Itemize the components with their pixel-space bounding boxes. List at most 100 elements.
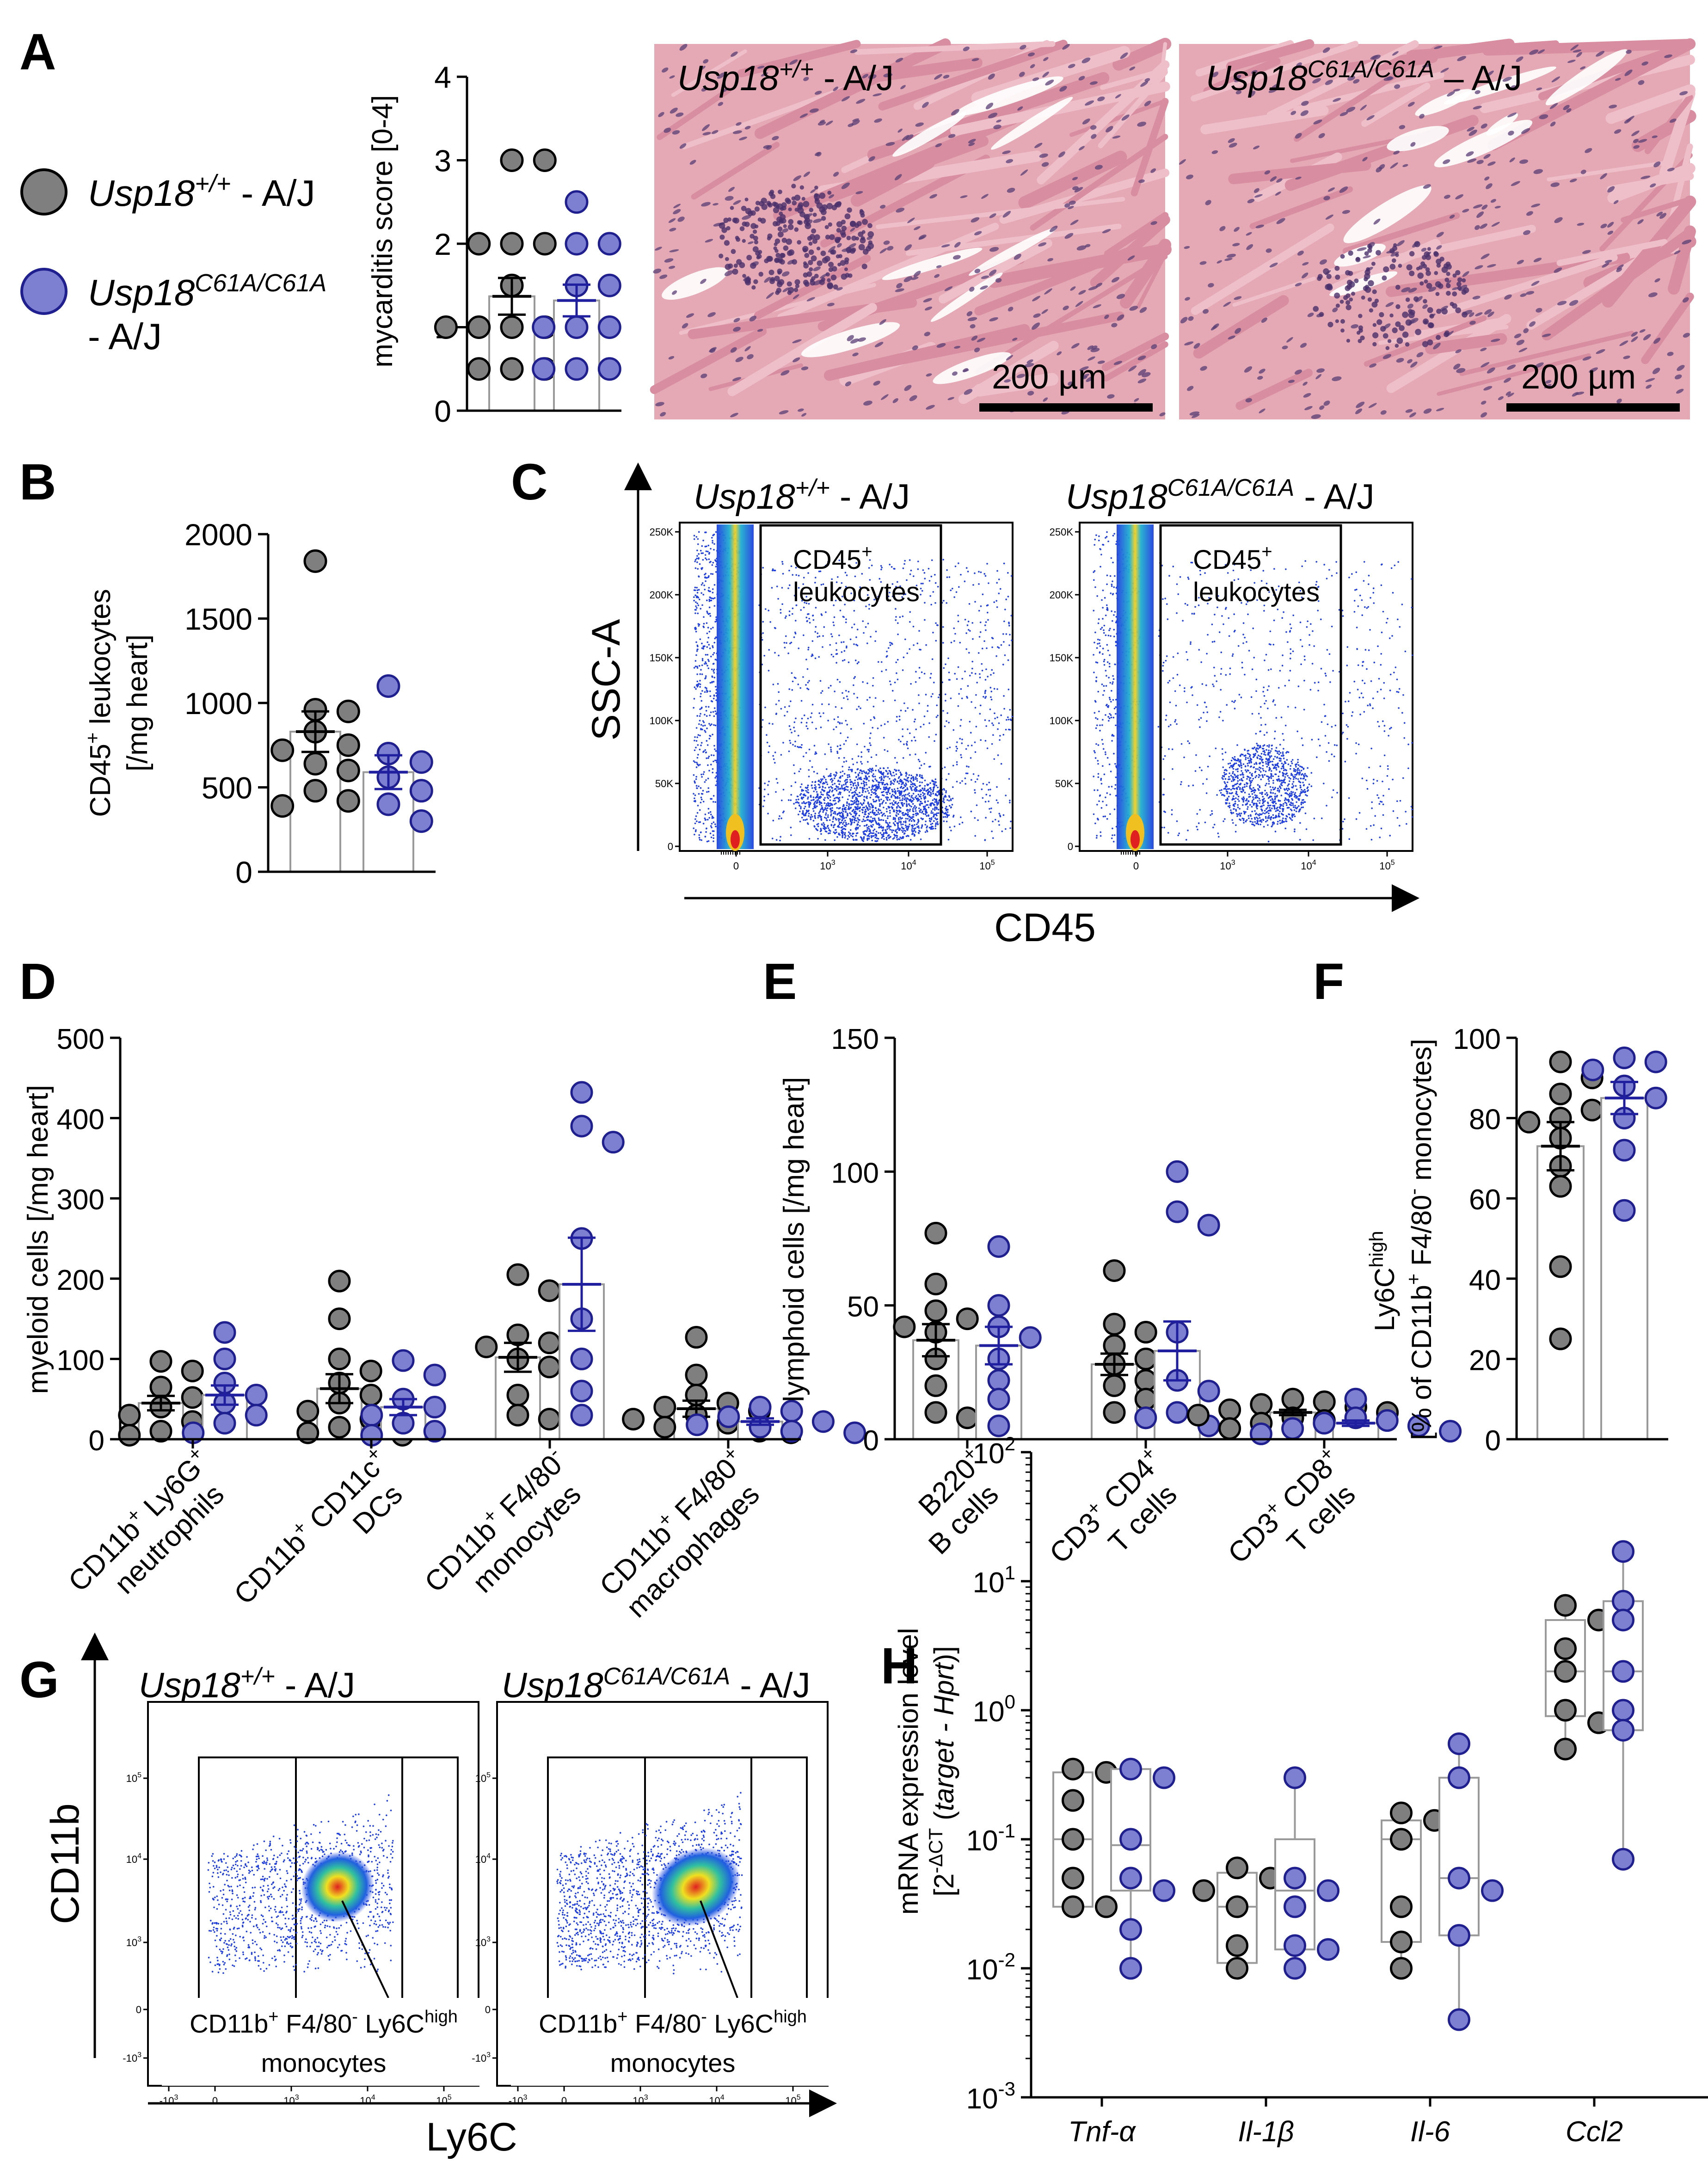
event bbox=[696, 667, 699, 669]
data-point bbox=[376, 674, 400, 698]
event bbox=[812, 619, 815, 621]
event bbox=[996, 570, 998, 572]
event bbox=[822, 646, 823, 648]
data-point bbox=[1192, 1879, 1215, 1902]
infiltrate-nucleus bbox=[808, 241, 813, 246]
event bbox=[700, 727, 702, 730]
muscle-fiber bbox=[727, 303, 877, 396]
event bbox=[762, 805, 764, 807]
event bbox=[799, 810, 801, 813]
event bbox=[926, 829, 928, 832]
event bbox=[924, 578, 926, 579]
nucleus bbox=[892, 398, 898, 403]
event bbox=[913, 789, 915, 791]
event bbox=[798, 574, 800, 577]
infiltrate-nucleus bbox=[1420, 261, 1425, 266]
infiltrate-nucleus bbox=[815, 197, 819, 202]
event bbox=[960, 756, 963, 758]
event bbox=[800, 746, 802, 749]
data-point bbox=[1554, 1660, 1577, 1683]
event bbox=[912, 808, 914, 810]
muscle-fiber bbox=[650, 327, 767, 394]
event bbox=[854, 794, 855, 796]
data-point bbox=[565, 315, 589, 339]
event bbox=[696, 757, 699, 759]
legend-ki-gene: Usp18 bbox=[88, 272, 195, 313]
infiltrate-nucleus bbox=[821, 216, 826, 221]
nucleus bbox=[749, 315, 757, 322]
event bbox=[1006, 719, 1008, 721]
nucleus bbox=[701, 202, 711, 207]
event bbox=[914, 824, 915, 826]
event bbox=[853, 643, 855, 645]
event bbox=[812, 614, 814, 616]
event bbox=[833, 718, 836, 721]
event bbox=[713, 681, 715, 683]
infiltrate-nucleus bbox=[758, 271, 763, 277]
event bbox=[704, 645, 706, 647]
event bbox=[974, 601, 976, 603]
infiltrate-nucleus bbox=[799, 185, 804, 190]
event bbox=[877, 661, 879, 663]
event bbox=[857, 755, 860, 757]
nucleus bbox=[813, 218, 822, 223]
event bbox=[839, 793, 841, 795]
infiltrate-nucleus bbox=[1382, 333, 1389, 339]
event bbox=[920, 795, 922, 798]
tick-exp: 1 bbox=[1005, 1562, 1015, 1584]
event bbox=[872, 773, 874, 775]
event bbox=[930, 819, 933, 820]
event bbox=[895, 830, 897, 832]
data-point bbox=[811, 1410, 835, 1433]
event bbox=[880, 661, 883, 663]
event bbox=[861, 804, 863, 806]
event bbox=[832, 800, 835, 801]
event bbox=[922, 582, 924, 585]
event bbox=[694, 660, 697, 662]
event bbox=[1009, 709, 1011, 711]
event bbox=[1004, 609, 1006, 610]
event bbox=[764, 608, 767, 610]
event bbox=[885, 770, 888, 772]
data-point bbox=[987, 1414, 1010, 1437]
infiltrate-nucleus bbox=[826, 203, 833, 210]
event bbox=[1003, 620, 1005, 622]
event bbox=[934, 817, 936, 819]
event bbox=[872, 727, 874, 729]
event bbox=[924, 831, 927, 833]
nucleus bbox=[903, 276, 913, 283]
event bbox=[874, 784, 877, 787]
muscle-fiber bbox=[657, 87, 731, 140]
event bbox=[696, 555, 698, 557]
infiltrate-nucleus bbox=[844, 257, 849, 262]
event bbox=[702, 823, 705, 825]
event bbox=[1009, 800, 1011, 801]
nucleus bbox=[717, 72, 726, 79]
event bbox=[699, 715, 701, 717]
infiltrate-nucleus bbox=[752, 246, 759, 253]
event bbox=[784, 647, 786, 649]
event bbox=[907, 818, 909, 820]
event bbox=[822, 786, 824, 789]
event bbox=[975, 726, 977, 727]
infiltrate-nucleus bbox=[829, 234, 835, 240]
infiltrate-nucleus bbox=[1456, 281, 1462, 287]
muscle-fiber bbox=[827, 136, 989, 202]
data-point bbox=[924, 1299, 947, 1322]
event bbox=[700, 592, 702, 594]
data-point bbox=[1281, 1417, 1304, 1440]
data-point bbox=[1612, 1608, 1634, 1632]
legend-ki-label: Usp18C61A/C61A bbox=[88, 269, 326, 313]
event bbox=[828, 786, 830, 789]
muscle-fiber bbox=[1136, 252, 1167, 309]
event bbox=[814, 816, 816, 818]
infiltrate-nucleus bbox=[1346, 339, 1351, 343]
event bbox=[839, 748, 841, 750]
infiltrate-nucleus bbox=[1389, 313, 1394, 318]
event bbox=[855, 636, 857, 638]
nucleus bbox=[1064, 203, 1070, 208]
event bbox=[865, 782, 867, 784]
infiltrate-nucleus bbox=[787, 224, 794, 230]
infiltrate-nucleus bbox=[779, 211, 783, 216]
event bbox=[807, 798, 809, 800]
